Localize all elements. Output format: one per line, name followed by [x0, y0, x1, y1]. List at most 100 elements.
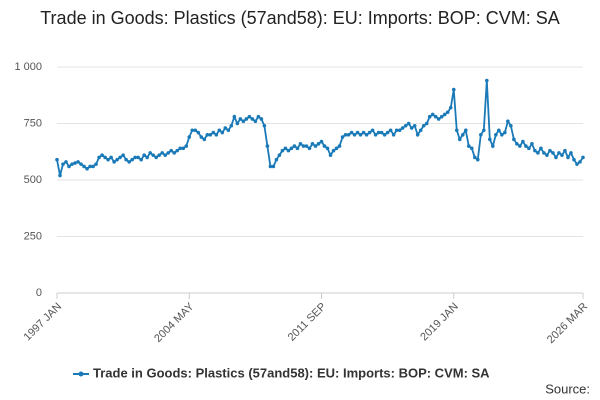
data-point: [265, 144, 270, 148]
data-point: [259, 117, 264, 121]
data-point: [388, 128, 393, 133]
data-point: [527, 146, 531, 151]
data-point: [316, 142, 321, 146]
data-point: [343, 133, 348, 137]
data-point: [560, 153, 564, 157]
data-point: [485, 78, 489, 83]
data-point: [430, 112, 435, 117]
data-point: [136, 155, 140, 160]
data-point: [193, 128, 198, 133]
data-point: [214, 133, 219, 137]
data-point: [160, 151, 164, 155]
data-point: [355, 130, 360, 135]
data-point: [442, 112, 447, 117]
data-point: [154, 155, 158, 160]
data-point: [448, 105, 453, 110]
data-point: [433, 114, 438, 119]
data-point: [64, 160, 68, 164]
data-point: [530, 142, 534, 146]
data-point: [385, 130, 390, 135]
data-point: [418, 128, 423, 133]
data-point: [295, 146, 300, 151]
data-point: [199, 135, 204, 139]
y-tick-label: 1 000: [14, 61, 42, 73]
data-point: [202, 137, 207, 142]
data-point: [127, 160, 131, 164]
data-point: [557, 151, 561, 155]
data-point: [367, 130, 372, 135]
data-point: [491, 144, 495, 148]
data-point: [376, 130, 381, 135]
data-point: [539, 146, 543, 151]
data-point: [334, 146, 339, 151]
x-tick-label: 1997 JAN: [22, 301, 65, 344]
data-point: [106, 157, 110, 162]
data-point: [163, 153, 168, 157]
x-tick-label: 2011 SEP: [286, 301, 329, 344]
data-point: [166, 151, 171, 155]
legend-marker: [78, 371, 84, 377]
data-point: [512, 137, 516, 142]
data-point: [112, 160, 116, 164]
data-point: [439, 114, 444, 119]
data-point: [247, 114, 252, 119]
data-point: [73, 161, 77, 165]
data-point: [370, 128, 375, 133]
data-point: [256, 114, 261, 119]
data-point: [91, 164, 95, 169]
data-point: [379, 130, 384, 135]
data-point: [394, 128, 399, 133]
data-point: [220, 130, 225, 135]
data-point: [97, 155, 101, 160]
data-point: [70, 162, 74, 166]
data-point: [382, 133, 387, 137]
data-point: [139, 157, 143, 162]
data-point: [518, 144, 522, 148]
data-point: [551, 151, 555, 155]
data-point: [479, 133, 483, 137]
data-point: [566, 155, 570, 160]
data-point: [109, 155, 113, 160]
data-point: [310, 142, 315, 146]
data-point: [175, 148, 180, 153]
data-point: [133, 155, 137, 160]
data-point: [229, 123, 234, 128]
data-point: [424, 121, 429, 126]
data-point: [235, 121, 240, 126]
data-point: [497, 128, 501, 133]
data-point: [364, 133, 369, 137]
data-point: [361, 130, 366, 135]
data-point: [319, 139, 324, 144]
data-point: [488, 137, 492, 142]
data-point: [415, 133, 420, 137]
data-point: [289, 146, 294, 151]
data-point: [196, 130, 201, 135]
data-point: [494, 133, 498, 137]
data-point: [469, 146, 474, 151]
data-point: [172, 151, 177, 155]
data-point: [542, 151, 546, 155]
data-point: [406, 121, 411, 126]
data-point: [500, 133, 504, 137]
data-point: [157, 153, 161, 157]
data-point: [100, 153, 104, 157]
data-point: [148, 151, 152, 155]
data-point: [178, 146, 183, 151]
data-point: [277, 153, 282, 157]
x-tick-label: 2019 JAN: [418, 301, 461, 344]
data-point: [509, 123, 513, 128]
data-point: [304, 144, 309, 148]
data-point: [476, 157, 480, 162]
data-point: [466, 144, 471, 148]
y-tick-label: 250: [24, 230, 42, 242]
data-point: [241, 119, 246, 124]
data-point: [76, 160, 80, 164]
data-point: [253, 119, 258, 124]
data-point: [581, 155, 585, 160]
data-point: [283, 146, 288, 151]
data-point: [436, 117, 441, 121]
data-point: [298, 142, 303, 146]
y-tick-label: 0: [36, 287, 42, 299]
data-point: [205, 133, 210, 137]
